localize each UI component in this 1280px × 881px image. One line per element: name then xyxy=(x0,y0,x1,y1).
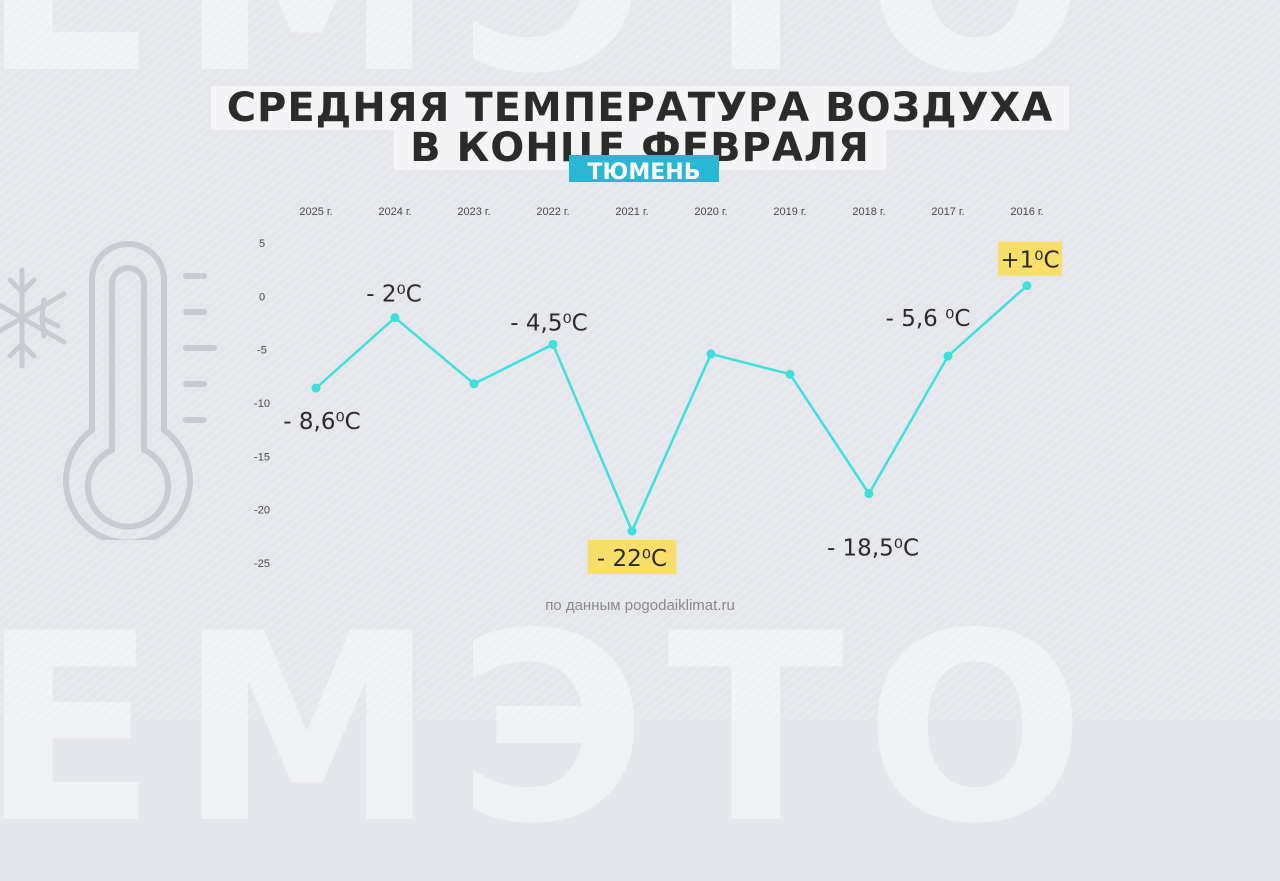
data-label: - 5,6 ⁰C xyxy=(886,306,971,332)
data-point xyxy=(548,339,558,349)
y-tick-label: 0 xyxy=(259,291,265,303)
y-tick-label: -15 xyxy=(254,451,270,463)
decor-icons xyxy=(0,241,217,540)
data-point xyxy=(864,489,874,499)
x-tick-label: 2016 г. xyxy=(1010,206,1043,218)
source-note: по данным pogodaiklimat.ru xyxy=(545,597,735,614)
title-line-1: СРЕДНЯЯ ТЕМПЕРАТУРА ВОЗДУХА xyxy=(210,86,1070,130)
x-tick-label: 2021 г. xyxy=(615,206,648,218)
data-point xyxy=(785,369,795,379)
data-label: - 2⁰C xyxy=(366,282,422,308)
y-tick-label: -10 xyxy=(254,398,270,410)
x-tick-label: 2023 г. xyxy=(457,206,490,218)
snowflake-icon xyxy=(0,267,67,369)
data-point xyxy=(1022,281,1032,291)
data-point xyxy=(627,526,637,536)
data-point xyxy=(706,349,716,359)
x-tick-label: 2022 г. xyxy=(536,206,569,218)
data-point xyxy=(311,383,321,393)
y-tick-label: -5 xyxy=(257,345,267,357)
data-label: +1⁰C xyxy=(1000,248,1059,274)
x-tick-label: 2017 г. xyxy=(931,206,964,218)
thermometer-icon xyxy=(63,241,217,540)
data-label: - 4,5⁰C xyxy=(510,310,587,336)
data-point xyxy=(469,379,479,389)
line-chart: 2025 г. 2024 г. 2023 г. 2022 г. 2021 г. 2020 … xyxy=(254,206,1062,574)
x-tick-label: 2025 г. xyxy=(299,206,332,218)
x-tick-label: 2019 г. xyxy=(773,206,806,218)
data-label-highlight xyxy=(998,241,1062,276)
data-point xyxy=(390,313,400,323)
data-label: - 22⁰C xyxy=(597,546,667,572)
city-badge: ТЮМЕНЬ xyxy=(569,155,719,182)
y-tick-label: -25 xyxy=(254,558,270,570)
x-tick-label: 2018 г. xyxy=(852,206,885,218)
x-tick-label: 2024 г. xyxy=(378,206,411,218)
x-tick-label: 2020 г. xyxy=(694,206,727,218)
y-tick-label: 5 xyxy=(259,238,265,250)
y-tick-label: -20 xyxy=(254,505,270,517)
data-label: - 18,5⁰C xyxy=(827,536,919,562)
series-line xyxy=(315,284,1028,533)
data-point xyxy=(943,351,953,361)
data-label: - 8,6⁰C xyxy=(283,409,360,435)
data-label-highlight xyxy=(587,540,677,574)
